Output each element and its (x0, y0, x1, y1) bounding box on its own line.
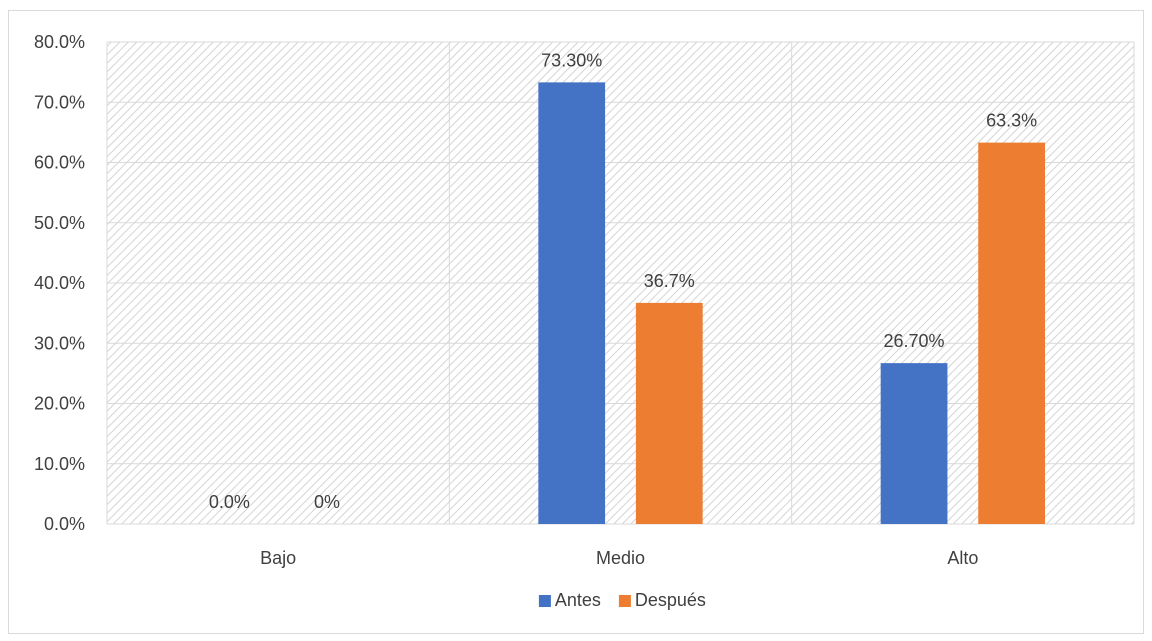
bars (538, 82, 1045, 525)
bar-después-medio (635, 302, 703, 524)
gridlines (106, 41, 1135, 525)
y-tick-label: 60.0% (34, 153, 85, 173)
legend-label: Antes (555, 590, 601, 610)
y-tick-label: 40.0% (34, 273, 85, 293)
bar-antes-medio (538, 82, 606, 525)
x-axis-labels: Bajo Medio Alto (260, 548, 978, 568)
x-tick-label: Alto (947, 548, 978, 568)
data-label: 73.30% (541, 50, 602, 70)
bar-después-alto (978, 142, 1045, 524)
legend-label: Después (635, 590, 706, 610)
data-label: 36.7% (644, 271, 695, 291)
bar-antes-alto (880, 363, 948, 524)
data-label: 26.70% (884, 331, 945, 351)
y-tick-label: 10.0% (34, 454, 85, 474)
data-label: 63.3% (986, 111, 1037, 131)
legend-swatch-antes (538, 595, 551, 607)
y-tick-label: 30.0% (34, 333, 85, 353)
y-axis-labels: 0.0% 10.0% 20.0% 30.0% 40.0% 50.0% 60.0% 70.0% 8… (34, 32, 85, 534)
y-tick-label: 80.0% (34, 32, 85, 52)
y-tick-label: 0.0% (44, 514, 85, 534)
x-tick-label: Medio (596, 548, 645, 568)
legend-swatch-después (618, 595, 631, 607)
y-tick-label: 70.0% (34, 92, 85, 112)
y-tick-label: 50.0% (34, 213, 85, 233)
x-tick-label: Bajo (260, 548, 296, 568)
y-tick-label: 20.0% (34, 394, 85, 414)
legend: Antes Después (538, 590, 706, 610)
data-label: 0% (314, 492, 340, 512)
data-label: 0.0% (209, 492, 250, 512)
data-labels: 0.0% 0% 73.30% 36.7% 26.70% 63.3% (209, 50, 1037, 512)
